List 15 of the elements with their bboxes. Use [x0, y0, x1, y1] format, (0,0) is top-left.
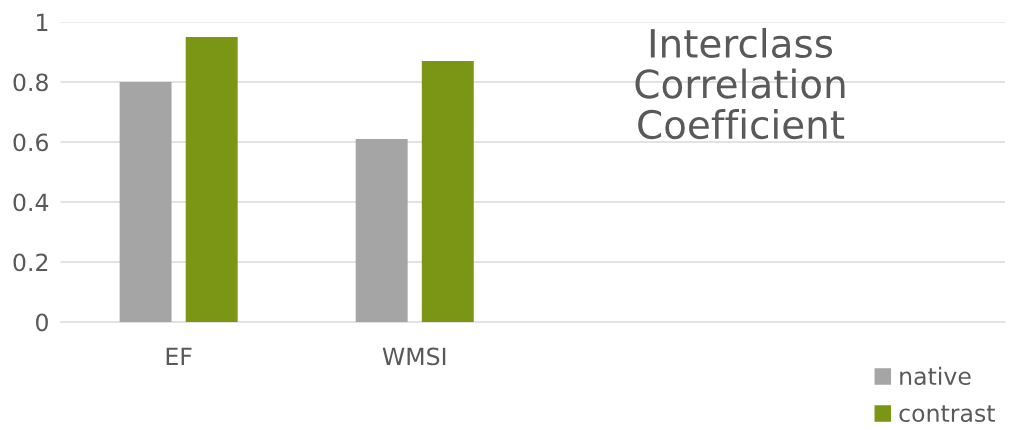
x-tick-label: WMSI	[382, 347, 446, 366]
y-tick-label: 0.4	[13, 193, 49, 212]
y-tick-label: 0.6	[13, 133, 48, 152]
x-tick-label: EF	[166, 347, 192, 366]
bar	[421, 60, 474, 323]
legend-label: contrast	[899, 405, 995, 423]
bar	[185, 36, 238, 323]
y-tick-label: 0.2	[13, 253, 48, 272]
y-tick-label: 1	[37, 13, 48, 31]
y-tick-label: 0	[36, 313, 48, 332]
text: Interclass Correlation Coefficient	[635, 27, 845, 140]
bar	[119, 81, 172, 323]
legend-label: native	[900, 366, 971, 386]
y-tick-label: 0.8	[13, 73, 48, 92]
bar	[355, 138, 408, 323]
